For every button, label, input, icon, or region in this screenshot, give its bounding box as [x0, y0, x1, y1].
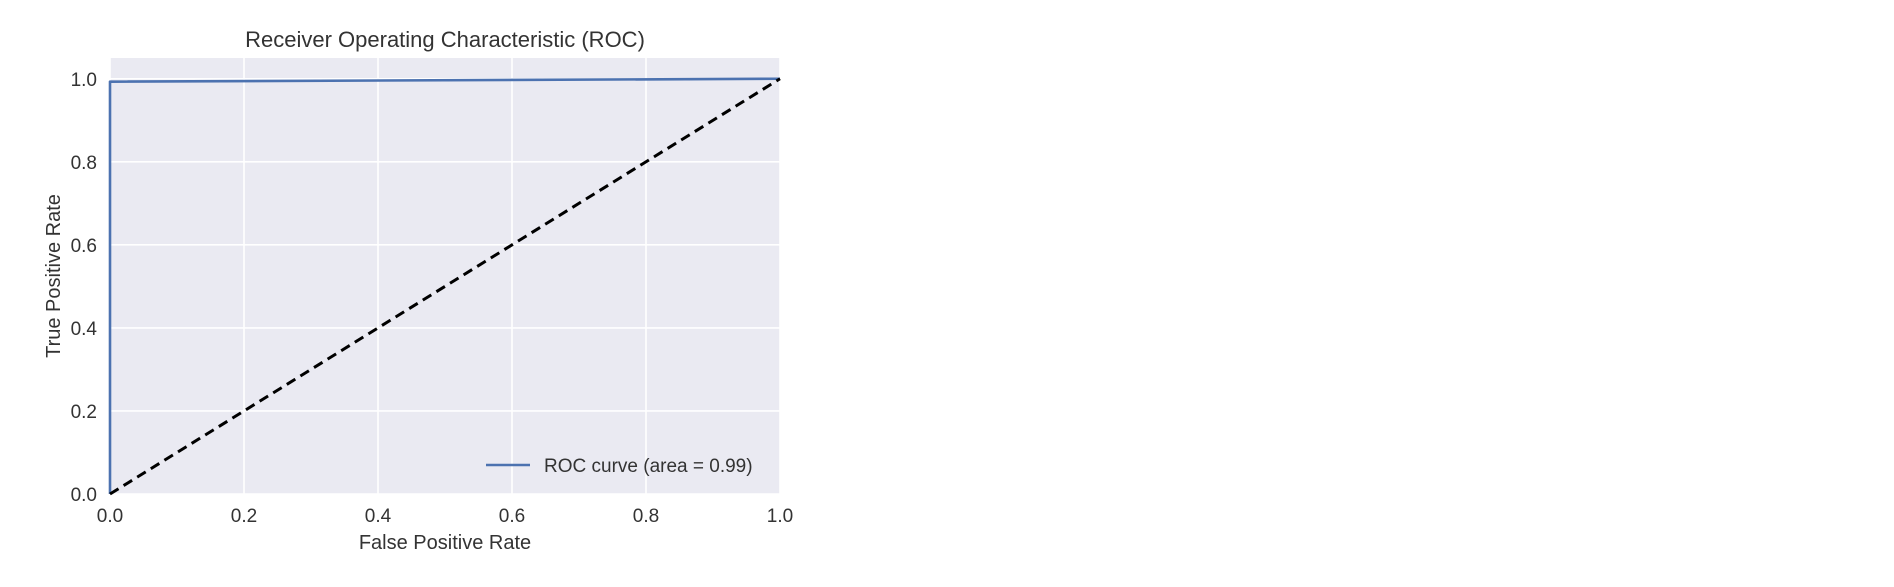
plot-background — [110, 58, 780, 494]
x-tick-label: 0.8 — [633, 506, 659, 527]
tick-labels: 0.0 0.2 0.4 0.6 0.8 1.0 0.0 0.2 0.4 0.6 0.8 1.0 — [71, 70, 794, 527]
x-tick-label: 0.2 — [231, 506, 257, 527]
x-tick-label: 1.0 — [767, 506, 793, 527]
y-tick-label: 0.2 — [71, 402, 97, 423]
x-axis-label: False Positive Rate — [359, 532, 531, 554]
roc-curve-line — [108, 77, 781, 494]
y-axis-label: True Positive Rate — [43, 194, 65, 358]
series-group — [108, 77, 781, 496]
x-tick-label: 0.0 — [97, 506, 123, 527]
y-tick-label: 0.8 — [71, 153, 97, 174]
y-tick-label: 0.0 — [71, 485, 97, 506]
legend-label-roc-curve: ROC curve (area = 0.99) — [544, 456, 753, 477]
grid-lines — [109, 58, 781, 495]
chance-diagonal-line — [109, 77, 781, 496]
chart-title: Receiver Operating Characteristic (ROC) — [245, 27, 645, 52]
y-tick-label: 0.6 — [71, 236, 97, 257]
x-tick-label: 0.4 — [365, 506, 392, 527]
y-tick-label: 1.0 — [71, 70, 97, 91]
x-tick-label: 0.6 — [499, 506, 525, 527]
legend: ROC curve (area = 0.99) — [486, 456, 753, 477]
y-tick-label: 0.4 — [71, 319, 98, 340]
